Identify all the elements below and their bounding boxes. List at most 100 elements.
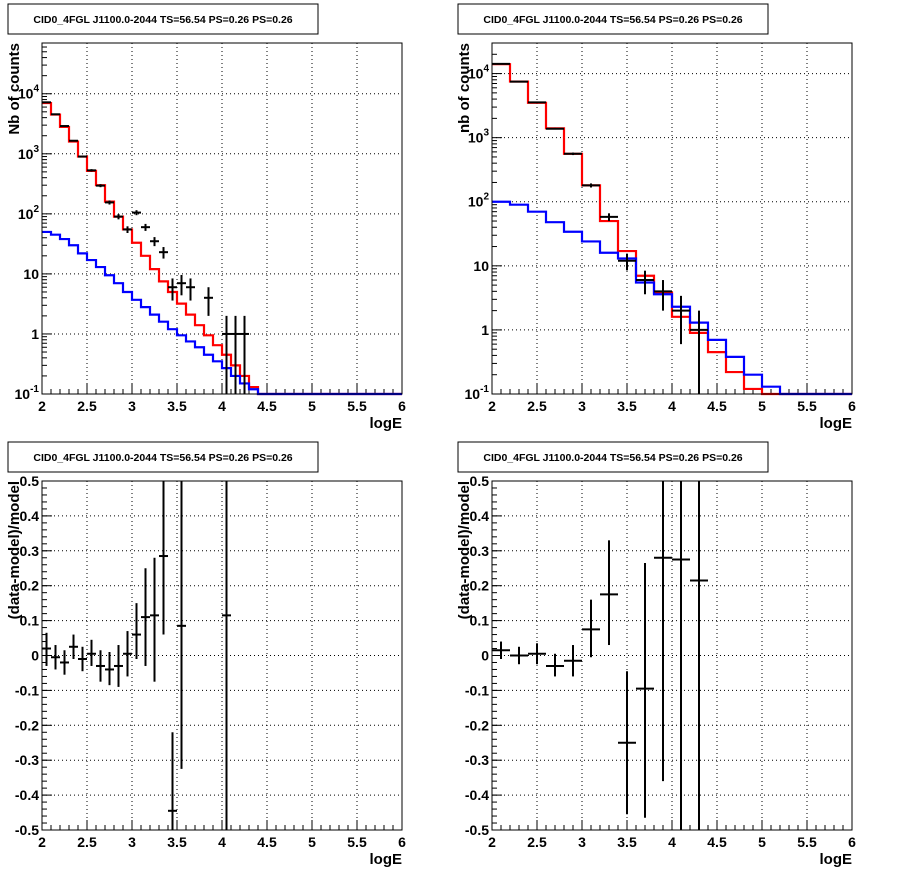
data-point [96,184,105,188]
tick-label: 0.4 [470,508,490,524]
tick-label: 3.5 [617,398,637,414]
tick-label: 2 [38,398,46,414]
data-point [60,125,69,128]
tick-label: 104 [468,64,490,82]
plot-frame [41,480,403,831]
data-point [690,310,708,394]
tick-label: 5 [308,398,316,414]
tick-label: 6 [848,834,856,850]
data-point [114,214,123,220]
data-point [564,152,582,156]
tick-label: 2.5 [527,398,547,414]
tick-label: 103 [18,144,40,162]
tick-label: 4.5 [707,834,727,850]
data-points [492,62,708,394]
tick-label: 10 [23,266,39,282]
tick-label: -0.5 [465,822,489,838]
data-point [69,139,78,142]
x-axis-label: logE [370,851,403,868]
data-point [132,210,141,216]
data-point [510,646,528,665]
tick-label: 3 [578,398,586,414]
x-axis-label: logE [820,851,853,868]
chart-title-box [457,441,769,473]
tick-label: 3.5 [167,398,187,414]
tick-label: 2.5 [527,834,547,850]
tick-label: 5 [308,834,316,850]
data-point [672,481,690,830]
tick-label: 4 [668,398,676,414]
data-point [177,274,186,296]
y-axis-label: (data-model)/model [6,481,23,619]
chart-title: CID0_4FGL J1100.0-2044 TS=56.54 PS=0.26 … [483,14,742,26]
data-point [186,278,195,301]
data-point [492,641,510,659]
chart-title-box [457,3,769,35]
data-point [240,315,249,394]
data-point [204,287,213,316]
data-point [672,295,690,345]
tick-label: 2.5 [77,398,97,414]
data-point [222,315,231,394]
tick-label: -0.5 [15,822,39,838]
data-point [510,80,528,83]
data-point [123,226,132,233]
data-point [42,101,51,104]
data-point [51,645,60,670]
tick-label: 0.5 [470,473,490,489]
data-point [69,634,78,659]
tick-label: 5 [758,398,766,414]
data-point [105,652,114,686]
data-point [636,563,654,818]
chart-title: CID0_4FGL J1100.0-2044 TS=56.54 PS=0.26 … [33,452,292,464]
data-point [600,540,618,646]
tick-label: 3.5 [617,834,637,850]
tick-label: 6 [848,398,856,414]
data-point [168,732,177,830]
data-point [60,650,69,675]
chart-title-box [7,3,319,35]
data-point [141,568,150,666]
tick-label: 6 [398,834,406,850]
tick-label: 3.5 [167,834,187,850]
tick-label: 2 [488,834,496,850]
tick-label: 10 [473,258,489,274]
data-point [114,645,123,687]
tick-label: 103 [468,128,490,146]
data-point [582,183,600,188]
data-point [654,481,672,782]
data-point [132,603,141,659]
data-points [42,481,231,830]
plot-frame [41,42,403,395]
tick-label: 6 [398,398,406,414]
data-points [492,481,708,830]
tick-label: -0.1 [465,682,489,698]
data-point [690,481,708,830]
tick-label: 5 [758,834,766,850]
data-point [546,127,564,130]
tick-label: 0.5 [20,473,40,489]
data-point [177,481,186,769]
series-line-2 [492,200,852,396]
y-axis-label: Nb of counts [6,43,23,135]
data-point [618,671,636,815]
tick-label: 0.4 [20,508,40,524]
tick-label: -0.4 [465,787,489,803]
data-point [636,270,654,295]
chart-title: CID0_4FGL J1100.0-2044 TS=56.54 PS=0.26 … [483,452,742,464]
data-point [150,557,159,682]
tick-label: -0.4 [15,787,39,803]
tick-label: -0.3 [465,752,489,768]
data-point [78,155,87,158]
x-axis-label: logE [370,415,403,432]
tick-label: 2.5 [77,834,97,850]
chart-panel-4: CID0_4FGL J1100.0-2044 TS=56.54 PS=0.26 … [456,441,856,868]
data-point [123,631,132,677]
tick-label: 4 [668,834,676,850]
tick-label: 1 [31,326,39,342]
data-point [231,315,240,394]
chart-panel-3: CID0_4FGL J1100.0-2044 TS=56.54 PS=0.26 … [6,441,406,868]
tick-label: 3 [578,834,586,850]
data-point [582,599,600,658]
